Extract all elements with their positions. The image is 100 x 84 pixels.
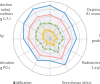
- Polygon shape: [23, 5, 77, 65]
- Polygon shape: [36, 23, 64, 52]
- Polygon shape: [29, 15, 71, 59]
- Legend: Before rehabilitation, Standard rehabilitation, Multipurpose, Wind energy use: Before rehabilitation, Standard rehabili…: [3, 83, 97, 84]
- Polygon shape: [43, 30, 57, 46]
